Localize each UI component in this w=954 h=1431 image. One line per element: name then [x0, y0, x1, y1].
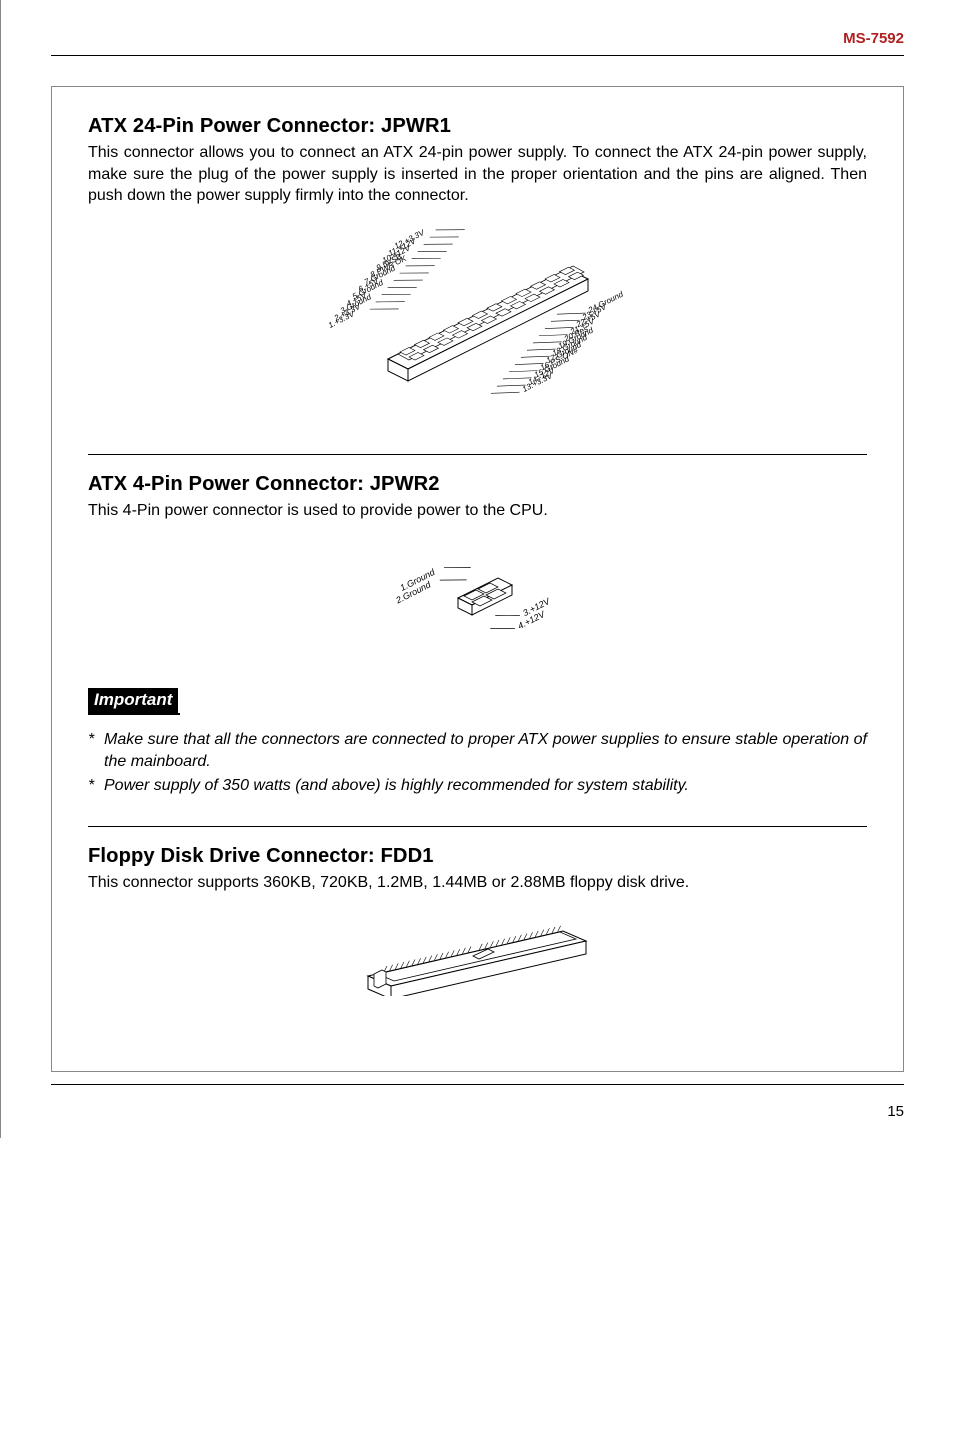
page-number: 15 — [51, 1085, 904, 1138]
atx24-diagram: 12.+3.3V11.+12V10.+12V9.5VSB8.PWR OK7.Gr… — [88, 219, 867, 424]
fdd-diagram — [88, 906, 867, 1001]
atx4-diagram: 1.Ground 2.Ground 3.+12V 4.+12V — [88, 533, 867, 658]
important-item: Power supply of 350 watts (and above) is… — [104, 775, 867, 797]
rule-2 — [88, 826, 867, 827]
fdd-title: Floppy Disk Drive Connector: FDD1 — [88, 845, 867, 868]
important-list: * Make sure that all the connectors are … — [88, 729, 867, 796]
atx24-title: ATX 24-Pin Power Connector: JPWR1 — [88, 115, 867, 138]
important-label: Important — [88, 688, 178, 714]
rule-1 — [88, 454, 867, 455]
fdd-text: This connector supports 360KB, 720KB, 1.… — [88, 872, 867, 894]
header-model: MS-7592 — [51, 0, 904, 55]
bullet-star: * — [88, 729, 104, 772]
bullet-star: * — [88, 775, 104, 797]
atx4-title: ATX 4-Pin Power Connector: JPWR2 — [88, 473, 867, 496]
content-box: ATX 24-Pin Power Connector: JPWR1 This c… — [51, 86, 904, 1072]
page: MS-7592 ATX 24-Pin Power Connector: JPWR… — [0, 0, 954, 1138]
atx24-text: This connector allows you to connect an … — [88, 142, 867, 207]
important-item: Make sure that all the connectors are co… — [104, 729, 867, 772]
header-rule — [51, 55, 904, 56]
important-block: Important * Make sure that all the conne… — [88, 688, 867, 796]
atx4-text: This 4-Pin power connector is used to pr… — [88, 500, 867, 522]
